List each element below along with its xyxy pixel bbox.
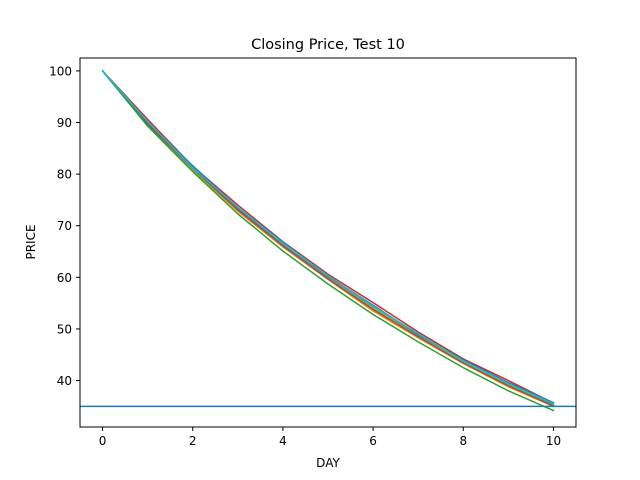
y-tick-label: 40	[57, 374, 72, 388]
x-tick-label: 10	[546, 434, 561, 448]
x-tick-label: 6	[369, 434, 377, 448]
x-tick-label: 8	[459, 434, 467, 448]
y-tick-label: 90	[57, 116, 72, 130]
y-axis-label: PRICE	[24, 224, 38, 259]
x-tick-label: 2	[189, 434, 197, 448]
series-line-6	[101, 69, 555, 412]
y-tick-label: 80	[57, 168, 72, 182]
series-line-5	[101, 69, 555, 407]
chart-title: Closing Price, Test 10	[251, 37, 405, 53]
x-axis-label: DAY	[316, 456, 340, 470]
y-tick-label: 70	[57, 219, 72, 233]
y-tick-label: 60	[57, 271, 72, 285]
x-tick-label: 4	[279, 434, 287, 448]
plot-area	[80, 69, 576, 412]
x-tick-label: 0	[99, 434, 107, 448]
series-line-8	[101, 69, 555, 405]
ticks: 0 2 4 6 8 10 40 50 60 70 80 90 100	[49, 64, 561, 448]
y-tick-label: 50	[57, 322, 72, 336]
axes-frame	[79, 57, 577, 428]
y-tick-label: 100	[49, 64, 72, 78]
